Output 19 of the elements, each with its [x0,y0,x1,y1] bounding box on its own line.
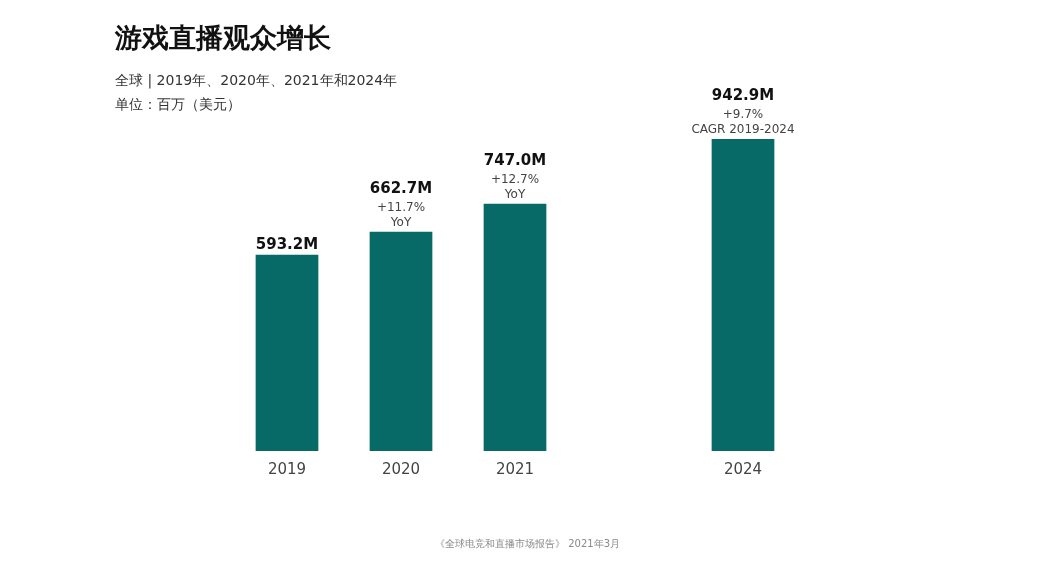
x-tick-label: 2021 [495,459,535,478]
annotation: +12.7% YoY [490,171,540,201]
x-tick-label: 2024 [723,459,763,478]
bar [369,231,433,451]
data-label: 747.0M [483,150,547,169]
annotation: +9.7% CAGR 2019-2024 [691,106,795,136]
y-axis-title: 单位：百万（美元） [115,96,241,112]
bar [255,254,319,451]
chart-subtitle: 全球 | 2019年、2020年、2021年和2024年 [115,72,398,88]
x-tick-label: 2019 [267,459,307,478]
data-label: 942.9M [711,85,775,104]
bar [711,138,775,451]
x-tick-label: 2020 [381,459,421,478]
chart-title: 游戏直播观众增长 [115,21,331,55]
annotation: +11.7% YoY [376,199,426,229]
bar [483,203,547,451]
data-label: 593.2M [255,234,319,253]
text: 《全球电竞和直播市场报告》 2021年3月 [434,537,621,551]
data-label: 662.7M [369,178,433,197]
